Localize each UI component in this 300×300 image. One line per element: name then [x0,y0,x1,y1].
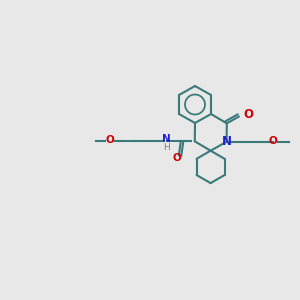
Text: O: O [268,136,277,146]
Text: O: O [243,108,253,121]
Text: N: N [222,135,232,148]
Text: N: N [162,134,171,144]
Text: O: O [172,153,181,164]
Text: H: H [164,143,170,152]
Text: O: O [105,135,114,146]
